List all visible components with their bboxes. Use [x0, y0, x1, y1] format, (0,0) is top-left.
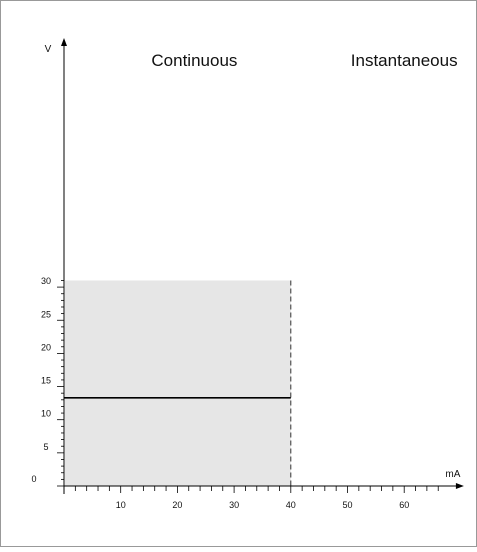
region-label-continuous: Continuous — [151, 51, 237, 70]
y-tick-label-15: 15 — [41, 376, 51, 386]
x-tick-label-10: 10 — [116, 500, 126, 510]
x-tick-label-50: 50 — [342, 500, 352, 510]
x-axis-arrow — [455, 483, 464, 489]
y-tick-label-25: 25 — [41, 309, 51, 319]
x-tick-label-30: 30 — [229, 500, 239, 510]
continuous-region-shade — [65, 280, 291, 486]
y-axis-arrow — [61, 38, 67, 46]
y-tick-label-30: 30 — [41, 276, 51, 286]
x-tick-label-20: 20 — [172, 500, 182, 510]
y-tick-label-5: 5 — [43, 442, 48, 452]
x-tick-label-40: 40 — [286, 500, 296, 510]
y-tick-label-20: 20 — [41, 342, 51, 352]
y-axis-unit: V — [45, 44, 52, 55]
y-tick-label-10: 10 — [41, 409, 51, 419]
y-tick-label-0: 0 — [31, 474, 36, 484]
x-tick-label-60: 60 — [399, 500, 409, 510]
region-label-instantaneous: Instantaneous — [351, 51, 458, 70]
x-axis-unit: mA — [445, 469, 460, 480]
